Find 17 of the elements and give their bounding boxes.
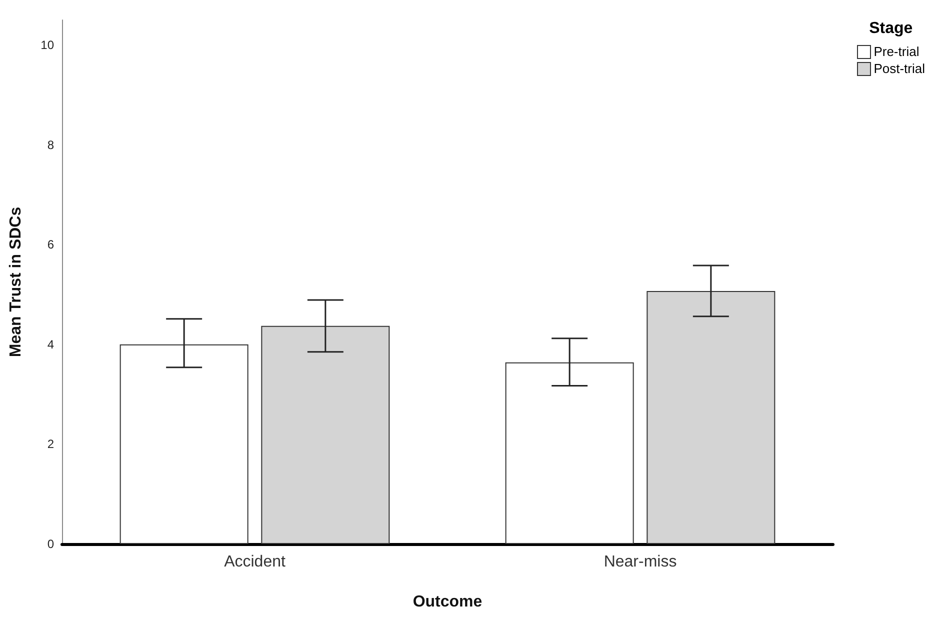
legend-label: Pre-trial bbox=[874, 44, 920, 59]
bar bbox=[505, 362, 634, 544]
y-tick-label: 0 bbox=[47, 537, 54, 551]
x-tick-label: Near-miss bbox=[604, 554, 677, 570]
x-axis-title: Outcome bbox=[412, 594, 482, 610]
x-tick-label: Accident bbox=[224, 554, 286, 570]
y-axis-title: Mean Trust in SDCs bbox=[8, 206, 24, 358]
legend-title: Stage bbox=[868, 20, 914, 38]
y-tick-label: 8 bbox=[47, 138, 54, 152]
y-tick-label: 6 bbox=[47, 238, 54, 252]
y-tick-label: 4 bbox=[47, 337, 54, 352]
bar bbox=[120, 344, 248, 544]
y-tick-label: 10 bbox=[40, 38, 54, 52]
y-tick-label: 2 bbox=[47, 437, 54, 452]
bar bbox=[261, 326, 390, 544]
legend-label: Post-trial bbox=[874, 61, 925, 76]
bar bbox=[646, 290, 776, 544]
